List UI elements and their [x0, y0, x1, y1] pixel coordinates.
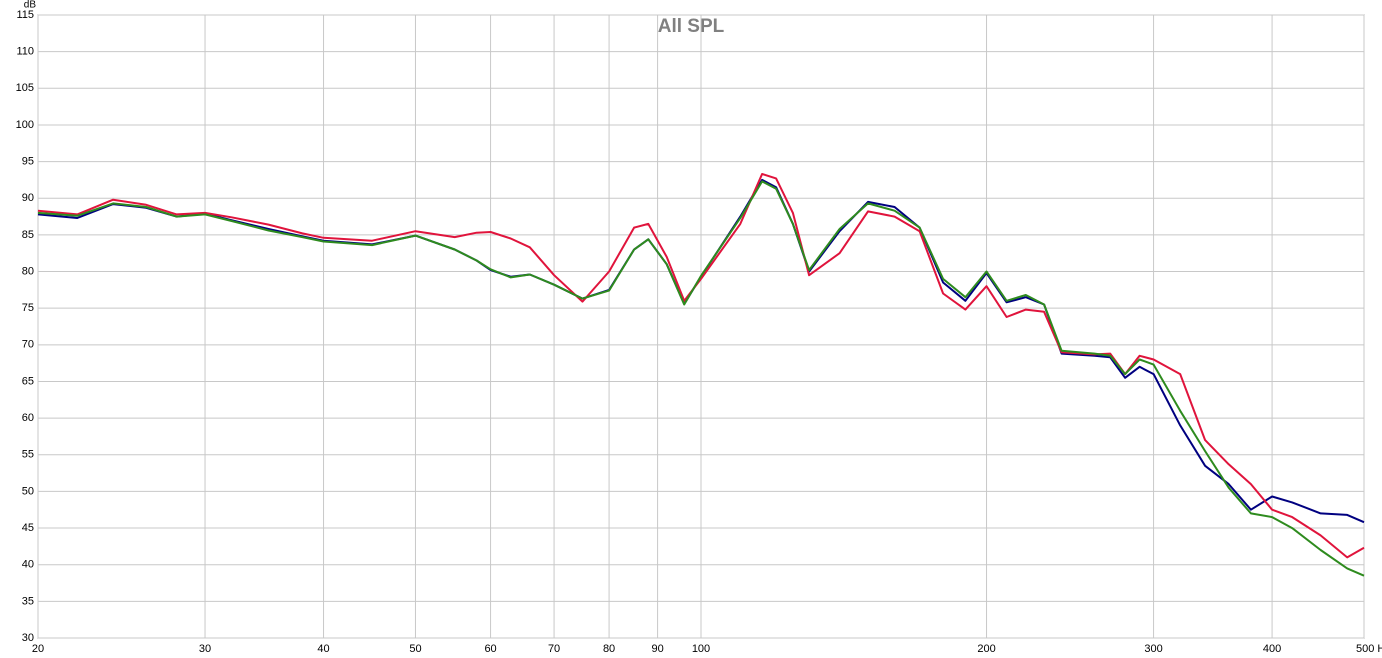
y-tick-label: 30	[22, 632, 34, 644]
y-tick-label: 60	[22, 412, 34, 424]
x-tick-label: 20	[32, 643, 44, 655]
y-tick-label: 105	[16, 82, 34, 94]
y-tick-label: 110	[16, 46, 34, 58]
x-tick-label: 30	[199, 643, 211, 655]
y-tick-label: 115	[16, 9, 34, 21]
y-tick-label: 90	[22, 192, 34, 204]
x-tick-label: 50	[409, 643, 421, 655]
x-tick-label: 60	[484, 643, 496, 655]
x-tick-label: 400	[1263, 643, 1281, 655]
series-line	[37, 180, 1365, 577]
y-tick-label: 75	[22, 302, 34, 314]
y-tick-label: 55	[22, 449, 34, 461]
x-tick-label: 500 Hz	[1356, 643, 1382, 655]
y-tick-label: 80	[22, 265, 34, 277]
y-tick-label: 95	[22, 155, 34, 167]
y-tick-label: 35	[22, 595, 34, 607]
y-tick-label: 65	[22, 375, 34, 387]
y-tick-label: 100	[16, 119, 34, 131]
x-tick-label: 100	[692, 643, 710, 655]
chart-title: All SPL	[658, 16, 725, 37]
x-tick-label: 200	[977, 643, 995, 655]
x-tick-label: 70	[548, 643, 560, 655]
y-tick-label: 85	[22, 229, 34, 241]
x-tick-label: 40	[317, 643, 329, 655]
x-tick-label: 90	[651, 643, 663, 655]
y-tick-label: 40	[22, 559, 34, 571]
x-tick-label: 80	[603, 643, 615, 655]
y-tick-label: 70	[22, 339, 34, 351]
y-axis-label: dB	[24, 0, 37, 11]
series-line	[37, 173, 1365, 559]
y-tick-label: 50	[22, 485, 34, 497]
y-tick-label: 45	[22, 522, 34, 534]
x-tick-label: 300	[1144, 643, 1162, 655]
